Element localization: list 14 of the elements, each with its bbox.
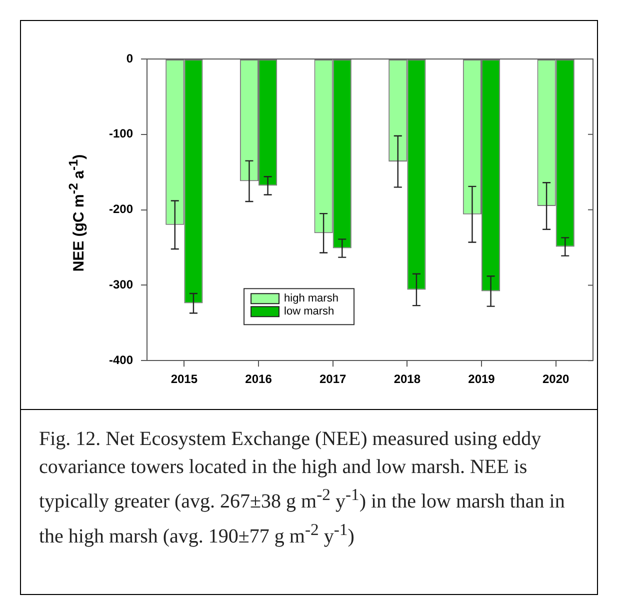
legend-label: low marsh (284, 306, 334, 318)
x-tick-label: 2015 (170, 372, 198, 386)
text: Fig. 12. Net Ecosystem Exchange (NEE) measured using eddy covariance towers located in the high and low marsh. NEE is typically greater (avg. 267±38 g m$^{-2}$ y$^{-1}$) in the low marsh than in the high marsh (avg. 190±77 g m$^{-2}$ y$^{-1}$) (39, 428, 565, 548)
x-tick-label: 2019 (468, 372, 496, 386)
y-tick-label: -100 (108, 126, 134, 141)
y-tick-label: -300 (108, 278, 134, 292)
legend-label: high marsh (284, 292, 338, 305)
x-tick-label: 2017 (319, 372, 347, 386)
x-tick-label: 2018 (394, 372, 421, 386)
y-tick-label: -200 (108, 202, 134, 216)
x-tick-label: 2020 (542, 372, 570, 386)
x-tick-label: 2016 (245, 372, 272, 386)
y-tick-label: 0 (126, 51, 134, 66)
y-tick-label: -400 (108, 352, 134, 367)
